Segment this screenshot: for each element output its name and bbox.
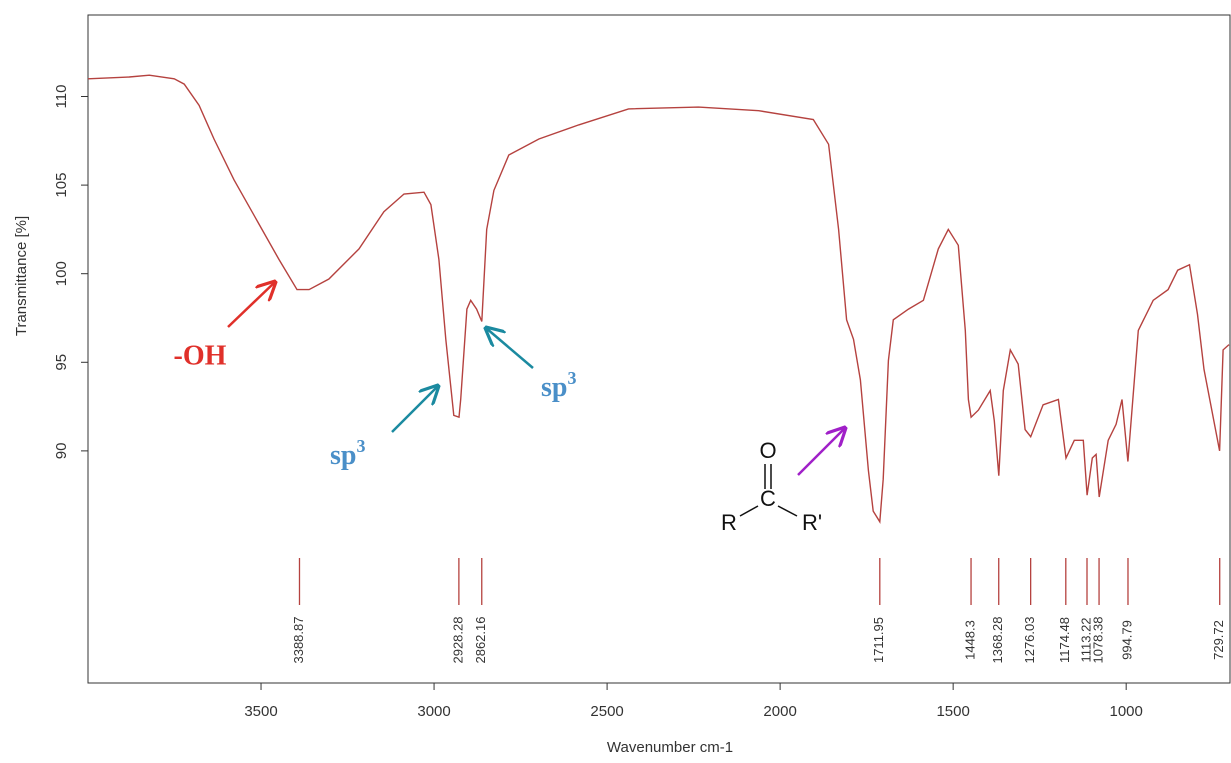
- x-axis-label: Wavenumber cm-1: [607, 739, 733, 756]
- peak-label: 994.79: [1119, 620, 1134, 660]
- peak-label: 1113.22: [1078, 617, 1093, 662]
- arrow: [391, 386, 438, 433]
- peak-label: 1078.38: [1090, 617, 1105, 664]
- x-tick-label: 1000: [1109, 703, 1142, 720]
- atom: R: [721, 510, 737, 535]
- annotation-sup: 3: [567, 368, 576, 388]
- peak-label: 3388.87: [291, 617, 306, 664]
- y-axis-label: Transmittance [%]: [13, 216, 30, 336]
- spectrum-line: [87, 74, 1230, 524]
- bond: [777, 505, 798, 517]
- x-tick-label: 2500: [590, 703, 623, 720]
- annotation-text: sp: [330, 440, 356, 471]
- peak-label: 1368.28: [990, 617, 1005, 664]
- x-tick-label: 1500: [936, 703, 969, 720]
- peak-label: 2928.28: [450, 617, 465, 664]
- annotation-text: sp: [541, 372, 567, 403]
- peak-label: 1448.3: [962, 620, 977, 660]
- peak-label: 1711.95: [871, 617, 886, 663]
- annotation: sp3: [541, 368, 576, 403]
- bond: [739, 505, 759, 517]
- peak-label: 729.72: [1211, 620, 1226, 660]
- peak-label: 2862.16: [473, 617, 488, 664]
- y-tick-label: 100: [53, 261, 70, 286]
- annotation: -OH: [174, 340, 227, 371]
- atom: C: [760, 486, 776, 511]
- atom: R': [802, 510, 822, 535]
- y-tick-label: 95: [53, 354, 70, 371]
- x-tick-label: 2000: [763, 703, 796, 720]
- carbonyl-structure: O C R R': [721, 438, 822, 535]
- annotation: sp3: [330, 436, 365, 471]
- annotation-sup: 3: [356, 436, 365, 456]
- x-tick-label: 3500: [244, 703, 277, 720]
- y-tick-label: 90: [53, 443, 70, 460]
- peak-label: 1276.03: [1022, 617, 1037, 664]
- arrow: [227, 282, 275, 328]
- arrow: [486, 328, 534, 369]
- arrow: [797, 428, 845, 476]
- peak-label: 1174.48: [1057, 617, 1072, 663]
- x-tick-label: 3000: [417, 703, 450, 720]
- atom: O: [759, 438, 776, 463]
- y-tick-label: 110: [53, 85, 70, 109]
- plot-frame: [87, 14, 1231, 684]
- y-tick-label: 105: [53, 173, 70, 198]
